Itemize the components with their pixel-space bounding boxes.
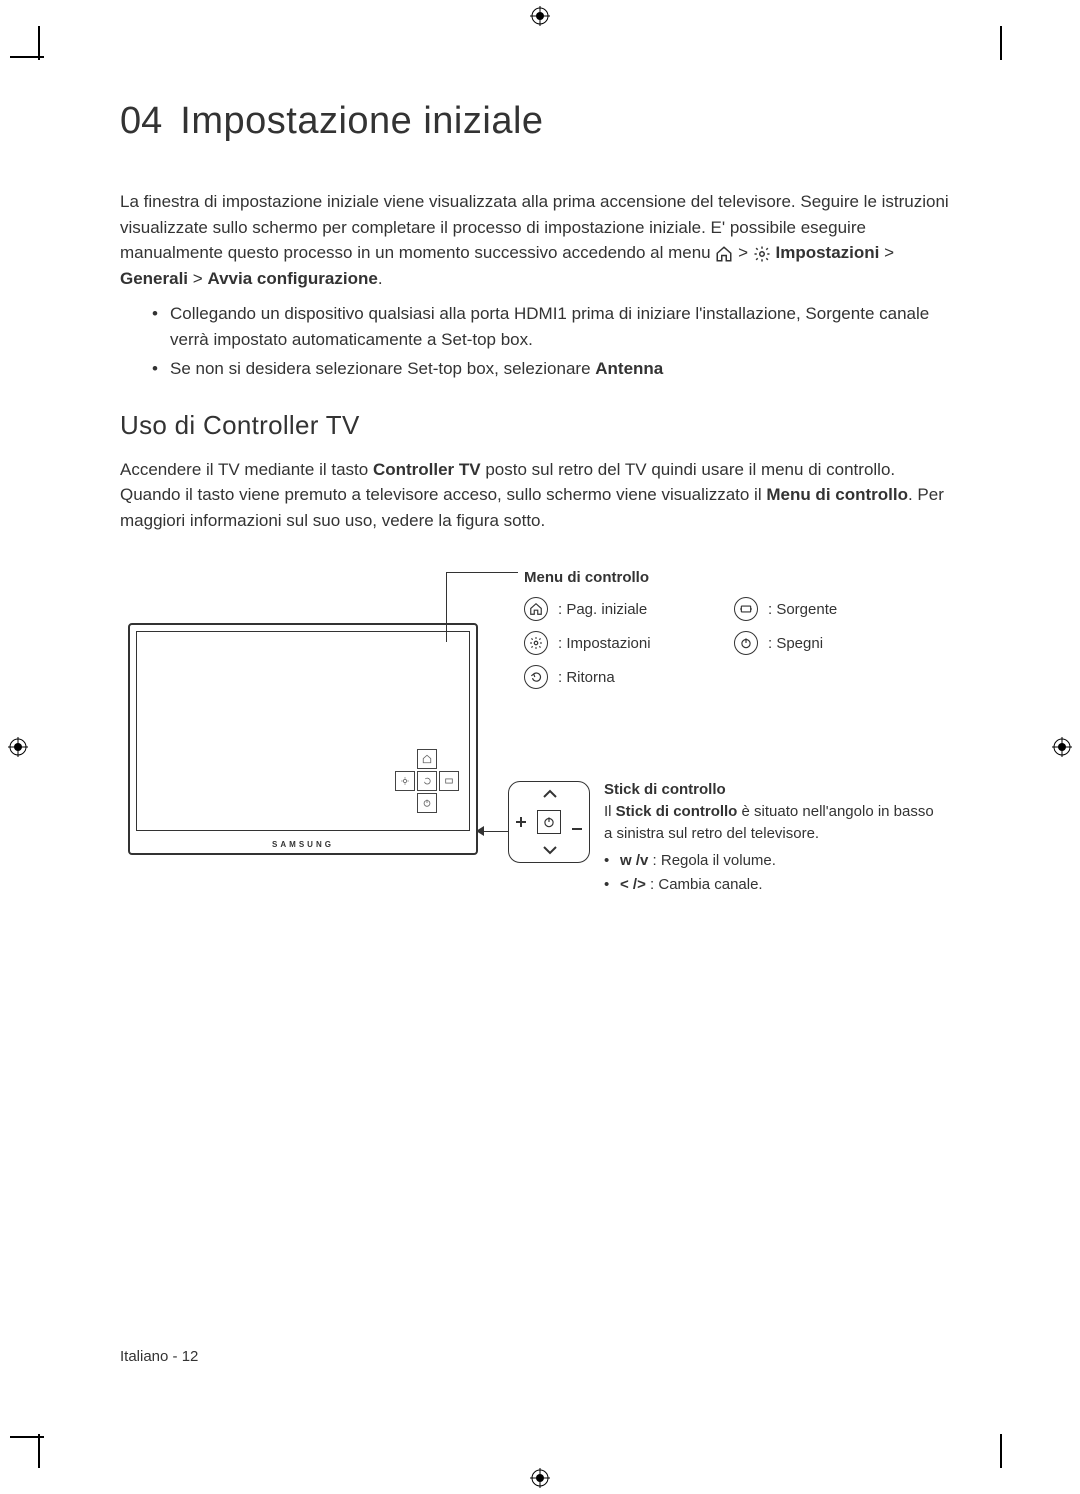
legend-text: : Pag. iniziale: [558, 601, 647, 618]
stick-key-desc: : Cambia canale.: [650, 876, 763, 893]
path-general: Generali: [120, 269, 188, 288]
tv-illustration: SAMSUNG: [128, 623, 478, 855]
power-icon: [537, 810, 561, 834]
power-icon: [734, 631, 758, 655]
body-bold: Menu di controllo: [766, 485, 908, 504]
body-paragraph: Accendere il TV mediante il tasto Contro…: [120, 457, 960, 534]
tv-brand: SAMSUNG: [130, 840, 476, 849]
arrow-left-icon: [476, 826, 484, 836]
bullet-item: Se non si desidera selezionare Set-top b…: [152, 356, 960, 382]
page-footer: Italiano - 12: [120, 1348, 198, 1365]
stick-bullet: w /v : Regola il volume.: [604, 850, 934, 872]
diagram-area: Menu di controllo : Pag. iniziale : Sorg…: [120, 569, 960, 969]
chevron-up-icon: [542, 786, 558, 802]
path-separator: >: [884, 243, 894, 262]
crop-mark: [10, 56, 44, 58]
body-bold: Controller TV: [373, 460, 481, 479]
body-text: Accendere il TV mediante il tasto: [120, 460, 373, 479]
intro-bullets: Collegando un dispositivo qualsiasi alla…: [152, 301, 960, 382]
stick-bullet: < /> : Cambia canale.: [604, 874, 934, 896]
return-icon: [524, 665, 548, 689]
stick-text: Il: [604, 803, 616, 820]
stick-title: Stick di controllo: [604, 779, 934, 801]
home-icon: [715, 245, 733, 263]
legend-home: : Pag. iniziale: [524, 597, 674, 621]
pad-right: [439, 771, 459, 791]
minus-icon: [571, 818, 583, 834]
pad-bottom: [417, 793, 437, 813]
stick-bold: Stick di controllo: [616, 803, 738, 820]
legend-text: : Sorgente: [768, 601, 837, 618]
menu-di-controllo-label: Menu di controllo: [524, 569, 649, 586]
pad-center: [417, 771, 437, 791]
path-start-config: Avvia configurazione: [207, 269, 377, 288]
stick-bullets: w /v : Regola il volume. < /> : Cambia c…: [604, 850, 934, 896]
crop-mark: [38, 1434, 40, 1468]
crop-mark: [38, 26, 40, 60]
subheading: Uso di Controller TV: [120, 410, 960, 441]
legend-power: : Spegni: [734, 631, 884, 655]
bullet-bold: Antenna: [595, 359, 663, 378]
stick-body: Il Stick di controllo è situato nell'ang…: [604, 801, 934, 845]
bullet-text: Collegando un dispositivo qualsiasi alla…: [170, 304, 929, 349]
intro-paragraph: La finestra di impostazione iniziale vie…: [120, 189, 960, 291]
legend-return: : Ritorna: [524, 665, 674, 689]
source-icon: [734, 597, 758, 621]
period: .: [378, 269, 383, 288]
crop-mark: [1000, 26, 1002, 60]
stick-key: < />: [620, 876, 646, 893]
pad-top: [417, 749, 437, 769]
gear-icon: [753, 245, 771, 263]
registration-mark-bottom: [530, 1468, 550, 1488]
legend-source: : Sorgente: [734, 597, 884, 621]
section-number: 04: [120, 100, 162, 143]
legend-text: : Spegni: [768, 635, 823, 652]
registration-mark-left: [8, 737, 28, 757]
leader-line: [446, 572, 518, 573]
stick-key: w /v: [620, 852, 648, 869]
gear-icon: [524, 631, 548, 655]
path-separator: >: [193, 269, 203, 288]
plus-icon: [515, 815, 527, 831]
registration-mark-top: [530, 6, 550, 26]
stick-description: Stick di controllo Il Stick di controllo…: [604, 779, 934, 898]
path-separator: >: [738, 243, 748, 262]
bullet-text: Se non si desidera selezionare Set-top b…: [170, 359, 595, 378]
chevron-down-icon: [542, 842, 558, 858]
pad-left: [395, 771, 415, 791]
legend-text: : Ritorna: [558, 669, 615, 686]
bullet-item: Collegando un dispositivo qualsiasi alla…: [152, 301, 960, 352]
stick-key-desc: : Regola il volume.: [653, 852, 776, 869]
section-title: Impostazione iniziale: [180, 100, 543, 143]
registration-mark-right: [1052, 737, 1072, 757]
crop-mark: [1000, 1434, 1002, 1468]
legend-settings: : Impostazioni: [524, 631, 674, 655]
legend-text: : Impostazioni: [558, 635, 651, 652]
stick-control-diagram: [508, 781, 590, 863]
path-settings: Impostazioni: [775, 243, 879, 262]
crop-mark: [10, 1436, 44, 1438]
icon-legend: : Pag. iniziale : Sorgente : Impostazion…: [524, 597, 884, 699]
home-icon: [524, 597, 548, 621]
section-heading: 04 Impostazione iniziale: [120, 100, 960, 143]
control-pad: [395, 749, 459, 813]
